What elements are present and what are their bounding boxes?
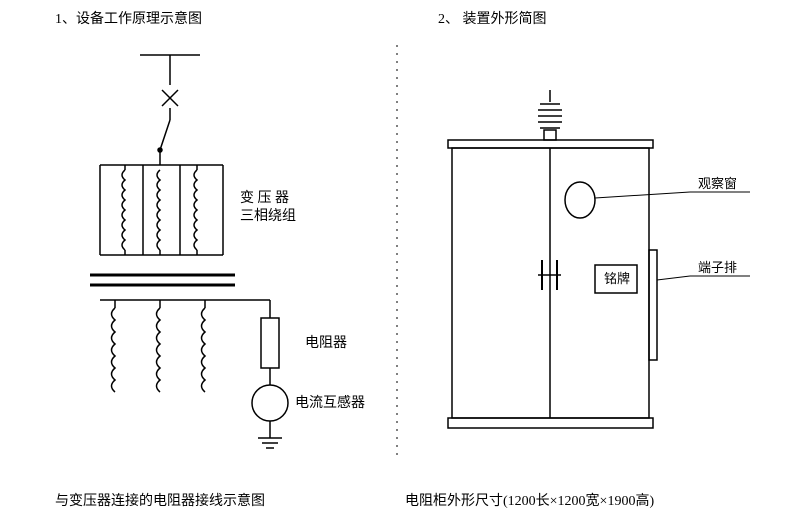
label-transformer: 变 压 器 三相绕组 bbox=[240, 190, 296, 226]
label-nameplate: 铭牌 bbox=[604, 271, 630, 288]
label-terminal-block: 端子排 bbox=[698, 260, 737, 277]
heading-right: 2、 装置外形简图 bbox=[438, 8, 547, 28]
label-resistor: 电阻器 bbox=[305, 335, 347, 353]
label-observation-window: 观察窗 bbox=[698, 176, 737, 193]
heading-left: 1、设备工作原理示意图 bbox=[55, 8, 202, 28]
divider-line bbox=[395, 45, 399, 460]
caption-right: 电阻柜外形尺寸(1200长×1200宽×1900高) bbox=[405, 490, 654, 510]
label-transformer-line2: 三相绕组 bbox=[240, 209, 296, 224]
label-current-transformer: 电流互感器 bbox=[295, 395, 365, 413]
caption-left: 与变压器连接的电阻器接线示意图 bbox=[55, 490, 265, 510]
label-transformer-line1: 变 压 器 bbox=[240, 191, 289, 206]
